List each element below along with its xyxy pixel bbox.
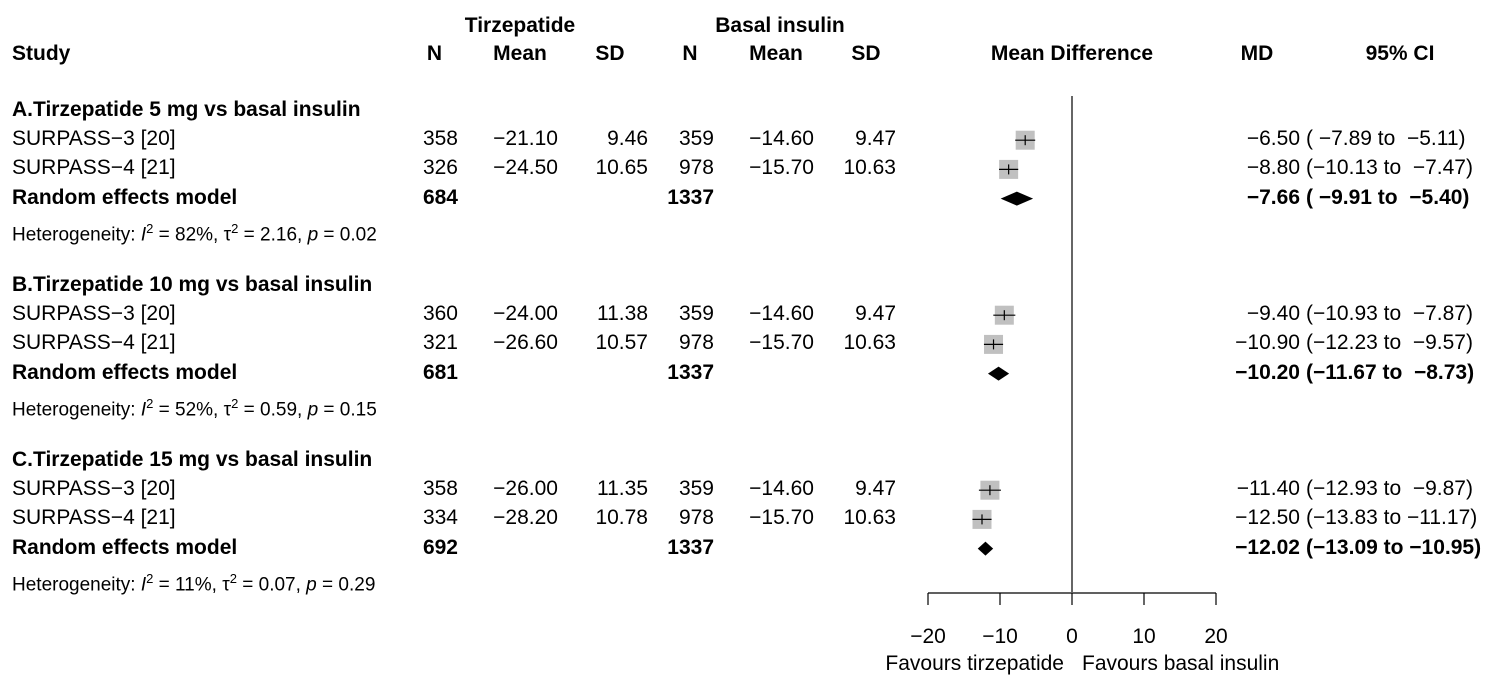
study-name: SURPASS−3 [20]	[12, 477, 176, 501]
cell-sd2: 9.47	[855, 127, 896, 151]
cell-ci: (−10.13 to −7.47)	[1306, 156, 1473, 180]
pooled-diamond	[977, 541, 994, 556]
cell-mean2: −15.70	[749, 331, 814, 355]
cell-n1: 326	[422, 156, 458, 180]
subgroup-title: B.Tirzepatide 10 mg vs basal insulin	[12, 273, 373, 296]
study-name: SURPASS−3 [20]	[12, 127, 176, 151]
cell-n2: 359	[678, 477, 714, 501]
header-sd1: SD	[595, 42, 625, 65]
cell-ci: (−12.23 to −9.57)	[1306, 331, 1473, 355]
cell-n2: 978	[678, 331, 714, 355]
pooled-label: Random effects model	[12, 360, 238, 384]
header-n2: N	[682, 42, 698, 65]
cell-sd1: 11.38	[597, 302, 648, 326]
cell-mean2: −14.60	[749, 302, 814, 326]
subgroup-title: A.Tirzepatide 5 mg vs basal insulin	[12, 98, 361, 121]
cell-ci: (−12.93 to −9.87)	[1306, 477, 1473, 501]
cell-md: −8.80	[1246, 156, 1300, 180]
cell-md: −9.40	[1246, 302, 1300, 326]
cell-ci: (−13.83 to −11.17)	[1306, 506, 1478, 530]
study-name: SURPASS−4 [21]	[12, 331, 176, 355]
pooled-diamond	[987, 366, 1010, 381]
header-study: Study	[12, 42, 71, 65]
cell-n2: 359	[678, 302, 714, 326]
cell-md: −12.50	[1235, 506, 1300, 530]
header-sd2: SD	[851, 42, 881, 65]
xlabel-right: Favours basal insulin	[1082, 652, 1279, 675]
pooled-ci: ( −9.91 to −5.40)	[1306, 185, 1470, 209]
cell-sd2: 9.47	[855, 302, 896, 326]
heterogeneity-text: Heterogeneity: I2 = 82%, τ2 = 2.16, p = …	[12, 220, 377, 246]
pooled-n1: 692	[422, 535, 458, 559]
pooled-md: −7.66	[1246, 185, 1300, 209]
cell-mean1: −26.00	[493, 477, 558, 501]
cell-ci: (−10.93 to −7.87)	[1306, 302, 1473, 326]
cell-sd2: 9.47	[855, 477, 896, 501]
cell-mean1: −26.60	[493, 331, 558, 355]
cell-n1: 334	[422, 506, 458, 530]
pooled-n1: 684	[422, 185, 458, 209]
pooled-md: −12.02	[1235, 535, 1300, 559]
cell-n1: 358	[422, 127, 458, 151]
cell-mean2: −15.70	[749, 506, 814, 530]
study-name: SURPASS−3 [20]	[12, 302, 176, 326]
header-n1: N	[426, 42, 442, 65]
cell-md: −10.90	[1235, 331, 1300, 355]
cell-sd1: 10.78	[595, 506, 648, 530]
pooled-label: Random effects model	[12, 535, 238, 559]
pooled-label: Random effects model	[12, 185, 238, 209]
header-ci: 95% CI	[1365, 42, 1435, 65]
cell-sd1: 9.46	[607, 127, 648, 151]
x-tick-label: −20	[910, 625, 946, 648]
pooled-ci: (−13.09 to −10.95)	[1306, 535, 1482, 559]
cell-n2: 359	[678, 127, 714, 151]
pooled-ci: (−11.67 to −8.73)	[1306, 360, 1475, 384]
cell-mean1: −24.50	[493, 156, 558, 180]
cell-mean2: −14.60	[749, 127, 814, 151]
cell-n2: 978	[678, 156, 714, 180]
header-mean2: Mean	[749, 42, 803, 65]
pooled-n2: 1337	[667, 185, 714, 209]
cell-n1: 360	[422, 302, 458, 326]
cell-n1: 358	[422, 477, 458, 501]
pooled-n1: 681	[422, 360, 458, 384]
pooled-n2: 1337	[667, 360, 714, 384]
x-tick-label: 0	[1066, 625, 1078, 648]
cell-md: −6.50	[1246, 127, 1300, 151]
pooled-diamond	[1000, 191, 1034, 206]
cell-md: −11.40	[1236, 477, 1300, 501]
header-md: MD	[1240, 42, 1274, 65]
header-mean1: Mean	[493, 42, 547, 65]
cell-ci: ( −7.89 to −5.11)	[1306, 127, 1466, 151]
cell-mean2: −14.60	[749, 477, 814, 501]
cell-mean1: −28.20	[493, 506, 558, 530]
study-name: SURPASS−4 [21]	[12, 156, 176, 180]
pooled-n2: 1337	[667, 535, 714, 559]
heterogeneity-text: Heterogeneity: I2 = 52%, τ2 = 0.59, p = …	[12, 395, 377, 421]
subgroup-title: C.Tirzepatide 15 mg vs basal insulin	[12, 448, 373, 471]
header-mean-difference: Mean Difference	[990, 42, 1154, 65]
cell-sd1: 11.35	[597, 477, 648, 501]
cell-sd2: 10.63	[843, 331, 896, 355]
x-tick-label: 20	[1204, 625, 1227, 648]
group-header-tirzepatide: Tirzepatide	[464, 14, 576, 37]
xlabel-left: Favours tirzepatide	[885, 652, 1064, 675]
cell-mean1: −21.10	[493, 127, 558, 151]
cell-mean1: −24.00	[493, 302, 558, 326]
cell-sd2: 10.63	[843, 506, 896, 530]
cell-mean2: −15.70	[749, 156, 814, 180]
cell-sd2: 10.63	[843, 156, 896, 180]
x-tick-label: −10	[982, 625, 1018, 648]
pooled-md: −10.20	[1235, 360, 1300, 384]
study-name: SURPASS−4 [21]	[12, 506, 176, 530]
cell-n1: 321	[422, 331, 458, 355]
heterogeneity-text: Heterogeneity: I2 = 11%, τ2 = 0.07, p = …	[12, 570, 376, 596]
group-header-basal: Basal insulin	[715, 14, 845, 37]
cell-sd1: 10.57	[595, 331, 648, 355]
cell-n2: 978	[678, 506, 714, 530]
x-tick-label: 10	[1132, 625, 1155, 648]
cell-sd1: 10.65	[595, 156, 648, 180]
